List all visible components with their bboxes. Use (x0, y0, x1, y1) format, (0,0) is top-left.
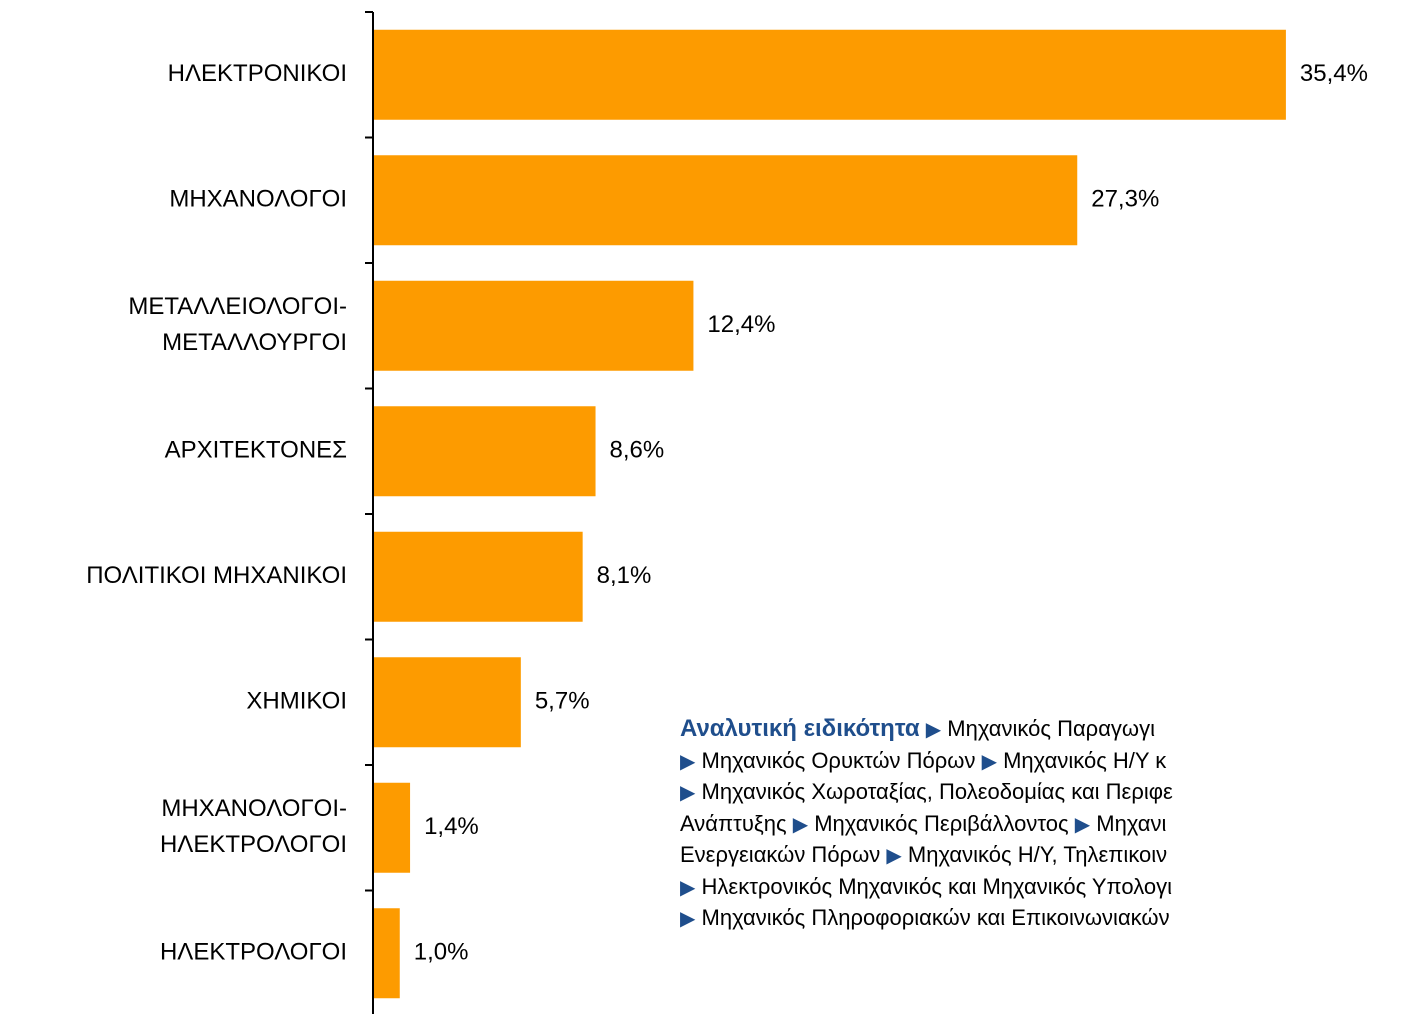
bar (374, 280, 694, 371)
value-label: 1,0% (414, 939, 469, 966)
arrow: ▶ (886, 845, 902, 867)
arrow: ▶ (680, 908, 696, 930)
line: ▶ Ηλεκτρονικός Μηχανικός και Μηχανικός Υ… (680, 872, 1404, 904)
value-label: 12,4% (707, 311, 775, 338)
item: Ενεργειακών Πόρων (680, 842, 881, 867)
line: ▶ Μηχανικός Πληροφοριακών και Επικοινωνι… (680, 903, 1404, 935)
item: Μηχανικός Χωροταξίας, Πολεοδομίας και Πε… (701, 779, 1173, 804)
heading: Αναλυτική ειδικότητα (680, 715, 920, 742)
value-label: 5,7% (535, 688, 590, 715)
item: Μηχανικός Περιβάλλοντος (814, 810, 1069, 836)
value-label: 8,6% (610, 437, 665, 464)
item: Μηχανικός Ορυκτών Πόρων (701, 747, 976, 773)
line: ▶ Μηχανικός Ορυκτών Πόρων ▶ Μηχανικός Η/… (680, 746, 1404, 778)
specialty-list: Αναλυτική ειδικότητα ▶ Μηχανικός Παραγωγ… (680, 714, 1404, 935)
value-label: 1,4% (424, 813, 479, 840)
bar (374, 406, 596, 497)
item: Μηχανικός Η/Υ, Τηλεπικοιν (907, 842, 1168, 867)
line: Ανάπτυξης ▶ Μηχανικός Περιβάλλοντος ▶ Μη… (680, 809, 1404, 841)
bar (374, 29, 1286, 120)
value-label: 35,4% (1300, 60, 1368, 87)
arrow: ▶ (981, 750, 997, 773)
arrow: ▶ (925, 719, 942, 741)
bar (374, 908, 400, 999)
bar (374, 782, 411, 873)
line: Αναλυτική ειδικότητα ▶ Μηχανικός Παραγωγ… (680, 714, 1404, 746)
category-label: ΜΗΧΑΝΟΛΟΓΟΙ (169, 186, 347, 213)
category-label: ΑΡΧΙΤΕΚΤΟΝΕΣ (165, 437, 347, 464)
value-label: 27,3% (1091, 186, 1159, 213)
line: Ενεργειακών Πόρων ▶ Μηχανικός Η/Υ, Τηλεπ… (680, 840, 1404, 872)
arrow: ▶ (1074, 813, 1091, 836)
category-label: ΜΕΤΑΛΛΕΙΟΛΟΓΟΙ- (128, 293, 347, 320)
item: Μηχανι (1096, 810, 1167, 836)
bar (374, 155, 1078, 246)
item: Ηλεκτρονικός Μηχανικός και Μηχανικός Υπο… (701, 873, 1173, 899)
item: Ανάπτυξης (680, 810, 787, 836)
bar (374, 531, 583, 622)
item: Μηχανικός Παραγωγι (947, 716, 1155, 741)
category-label: ΜΕΤΑΛΛΟΥΡΓΟΙ (162, 329, 347, 356)
arrow: ▶ (680, 750, 696, 773)
category-label: ΠΟΛΙΤΙΚΟΙ ΜΗΧΑΝΙΚΟΙ (86, 562, 347, 589)
category-label: ΗΛΕΚΤΡΟΝΙΚΟΙ (168, 60, 347, 87)
category-label: ΗΛΕΚΤΡΟΛΟΓΟΙ (160, 939, 347, 966)
value-label: 8,1% (597, 562, 652, 589)
category-label: ΜΗΧΑΝΟΛΟΓΟΙ- (161, 795, 347, 822)
item: Μηχανικός Η/Υ κ (1003, 747, 1167, 773)
item: Μηχανικός Πληροφοριακών και Επικοινωνιακ… (701, 905, 1170, 930)
category-label: ΗΛΕΚΤΡΟΛΟΓΟΙ (160, 831, 347, 858)
category-label: ΧΗΜΙΚΟΙ (246, 688, 347, 715)
arrow: ▶ (792, 813, 809, 836)
arrow: ▶ (680, 782, 696, 804)
arrow: ▶ (680, 876, 696, 899)
bar (374, 657, 521, 748)
line: ▶ Μηχανικός Χωροταξίας, Πολεοδομίας και … (680, 777, 1404, 809)
